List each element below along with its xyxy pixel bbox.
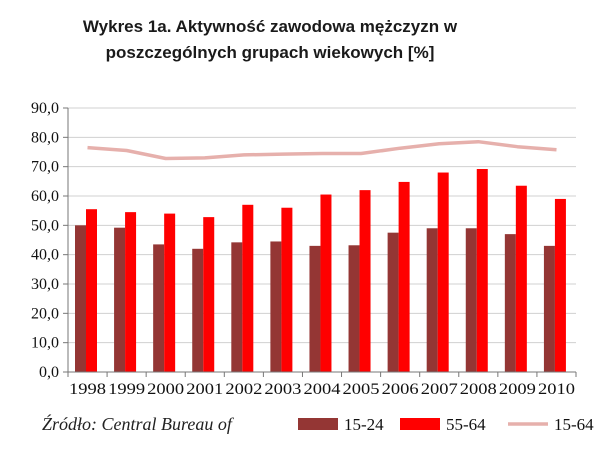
bar-55-64-1999	[125, 212, 137, 372]
y-tick-label: 0,0	[39, 364, 59, 381]
x-tick-label: 2008	[460, 381, 497, 398]
bar-15-24-2005	[348, 245, 360, 372]
y-tick-label: 10,0	[31, 335, 59, 352]
x-axis: 1998 1999 2000 2001 2002 2003 2004 2005 2006 2007…	[67, 371, 577, 398]
x-tick-label: 1999	[108, 381, 145, 398]
x-tick-label: 2009	[499, 381, 536, 398]
x-tick-label: 2002	[225, 381, 262, 398]
bars	[75, 169, 566, 372]
bar-15-24-2010	[543, 245, 555, 372]
y-tick-label: 90,0	[31, 100, 59, 117]
x-tick-label: 1998	[69, 381, 106, 398]
bar-15-24-1998	[75, 225, 86, 372]
chart-title-line1: Wykres 1a. Aktywność zawodowa mężczyzn w	[82, 17, 458, 36]
x-tick-label: 2003	[264, 381, 301, 398]
bar-55-64-2001	[203, 217, 215, 372]
legend: 15-24 55-64 15-64	[298, 415, 594, 434]
bar-15-24-2001	[192, 248, 204, 372]
bar-55-64-2002	[242, 204, 254, 372]
y-axis: 0,0 10,0 20,0 30,0 40,0 50,0 60,0 70,0 80,0 90,0	[31, 100, 69, 381]
legend-label-55-64: 55-64	[446, 415, 486, 434]
legend-label-15-24: 15-24	[344, 415, 384, 434]
bar-15-24-2002	[231, 242, 243, 372]
y-tick-label: 80,0	[31, 129, 59, 146]
y-tick-label: 20,0	[31, 305, 59, 322]
bar-55-64-2009	[515, 185, 527, 372]
lines	[87, 139, 557, 161]
bar-15-24-2007	[426, 228, 438, 372]
x-tick-label: 2006	[382, 381, 419, 398]
legend-swatch-15-24	[298, 418, 338, 430]
y-tick-label: 70,0	[31, 159, 59, 176]
x-tick-label: 2000	[147, 381, 184, 398]
bar-15-24-2004	[309, 245, 321, 372]
bar-55-64-2000	[164, 213, 176, 372]
chart-title: Wykres 1a. Aktywność zawodowa mężczyzn w…	[60, 14, 480, 66]
source-note: Źródło: Central Bureau of	[42, 413, 235, 434]
bar-15-24-2009	[504, 234, 516, 372]
x-tick-label: 2010	[538, 381, 575, 398]
x-tick-label: 2005	[343, 381, 380, 398]
bar-15-24-2003	[270, 241, 282, 372]
legend-label-15-64: 15-64	[554, 415, 594, 434]
series-line-15-64	[87, 139, 557, 161]
y-tick-label: 60,0	[31, 188, 59, 205]
y-tick-label: 30,0	[31, 276, 59, 293]
bar-15-24-2000	[153, 244, 165, 372]
bar-55-64-2006	[398, 181, 410, 372]
y-tick-label: 40,0	[31, 247, 59, 264]
bar-55-64-1998	[86, 209, 97, 372]
bar-55-64-2010	[554, 198, 566, 372]
x-tick-label: 2004	[304, 381, 341, 398]
bar-15-24-2008	[465, 228, 477, 372]
y-tick-label: 50,0	[31, 217, 59, 234]
bar-55-64-2008	[476, 169, 488, 372]
bar-15-24-2006	[387, 232, 399, 372]
bar-55-64-2005	[359, 190, 371, 372]
x-tick-label: 2007	[421, 381, 458, 398]
bar-55-64-2003	[281, 207, 293, 372]
grid-lines	[68, 107, 576, 344]
chart-title-line2: poszczególnych grupach wiekowych [%]	[105, 43, 435, 62]
bar-55-64-2004	[320, 194, 332, 372]
bar-15-24-1999	[114, 227, 126, 372]
legend-swatch-55-64	[400, 418, 440, 430]
x-tick-label: 2001	[186, 381, 223, 398]
bar-55-64-2007	[437, 172, 449, 372]
